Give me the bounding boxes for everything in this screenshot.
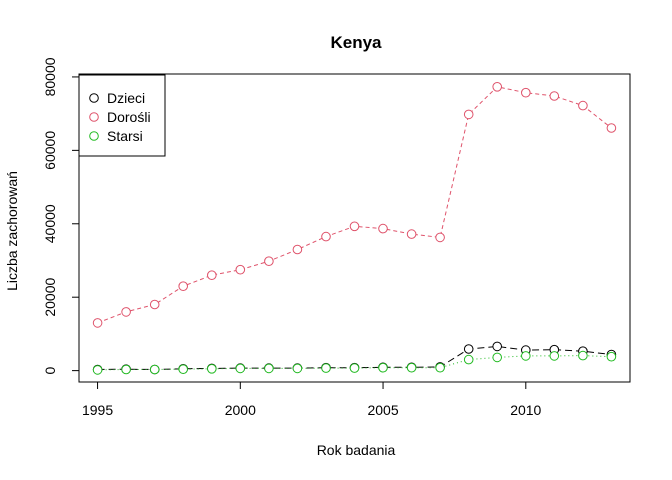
point-starsi-2005 <box>378 362 388 373</box>
x-tick-label-2010: 2010 <box>510 402 541 418</box>
point-dorosli-1996 <box>121 307 131 317</box>
y-tick-label-20000: 20000 <box>42 278 58 317</box>
y-tick-label-80000: 80000 <box>42 57 58 96</box>
point-starsi-2003 <box>321 363 331 373</box>
legend-label-dzieci: Dzieci <box>107 90 145 106</box>
point-dorosli-2003 <box>321 231 331 242</box>
x-tick-label-2005: 2005 <box>367 402 398 418</box>
series-layer <box>92 82 617 375</box>
series-dorosli <box>92 82 617 328</box>
point-starsi-2013 <box>606 351 617 362</box>
point-starsi-1998 <box>178 364 188 375</box>
legend-label-dorosli: Dorośli <box>107 109 151 125</box>
point-dorosli-2000 <box>235 264 246 275</box>
point-dorosli-1999 <box>207 270 217 281</box>
x-axis: 1995 2000 2005 2010 <box>82 381 542 418</box>
point-dorosli-2011 <box>549 91 560 101</box>
legend-box <box>78 74 166 157</box>
point-starsi-1995 <box>92 365 103 375</box>
point-starsi-2011 <box>549 351 560 361</box>
point-starsi-2000 <box>235 363 246 374</box>
point-dorosli-2007 <box>435 232 445 243</box>
chart-title: Kenya <box>330 33 382 52</box>
point-starsi-2010 <box>521 351 531 361</box>
point-dorosli-2010 <box>521 87 531 98</box>
point-dorosli-1998 <box>178 281 188 292</box>
legend-marker-dzieci <box>89 93 99 103</box>
point-dorosli-2009 <box>492 82 503 92</box>
point-starsi-2001 <box>264 363 274 374</box>
point-dzieci-2008 <box>463 344 474 354</box>
legend: Dzieci Dorośli Starsi <box>78 74 166 157</box>
x-axis-title: Rok badania <box>317 442 396 458</box>
legend-label-starsi: Starsi <box>107 128 143 144</box>
point-starsi-2012 <box>578 350 588 361</box>
x-tick-label-2000: 2000 <box>225 402 256 418</box>
point-dzieci-2009 <box>492 341 503 352</box>
point-starsi-2006 <box>406 362 417 373</box>
y-tick-label-0: 0 <box>42 367 58 375</box>
point-dorosli-2008 <box>463 109 474 120</box>
y-axis-title: Liczba zachorowań <box>4 171 20 291</box>
point-dorosli-1995 <box>92 318 103 328</box>
point-dorosli-1997 <box>149 299 160 310</box>
legend-marker-starsi <box>89 131 99 141</box>
point-starsi-1999 <box>207 364 217 374</box>
legend-marker-dorosli <box>89 112 99 122</box>
point-dorosli-2005 <box>378 223 388 234</box>
point-starsi-2004 <box>349 363 360 373</box>
y-axis: 0 20000 40000 60000 80000 <box>42 57 80 375</box>
point-starsi-2007 <box>435 362 445 373</box>
point-dorosli-2002 <box>292 244 303 255</box>
point-dorosli-2013 <box>606 123 617 133</box>
point-dorosli-2012 <box>578 100 588 111</box>
point-starsi-1997 <box>149 364 160 375</box>
point-starsi-2008 <box>463 354 474 365</box>
point-dorosli-2001 <box>264 256 274 267</box>
point-dorosli-2004 <box>349 221 360 232</box>
point-starsi-1996 <box>121 364 131 375</box>
point-dorosli-2006 <box>406 229 417 239</box>
point-starsi-2002 <box>292 363 303 374</box>
x-tick-label-1995: 1995 <box>82 402 113 418</box>
series-starsi <box>92 350 617 375</box>
point-starsi-2009 <box>492 352 503 363</box>
y-tick-label-40000: 40000 <box>42 204 58 243</box>
y-tick-label-60000: 60000 <box>42 131 58 170</box>
